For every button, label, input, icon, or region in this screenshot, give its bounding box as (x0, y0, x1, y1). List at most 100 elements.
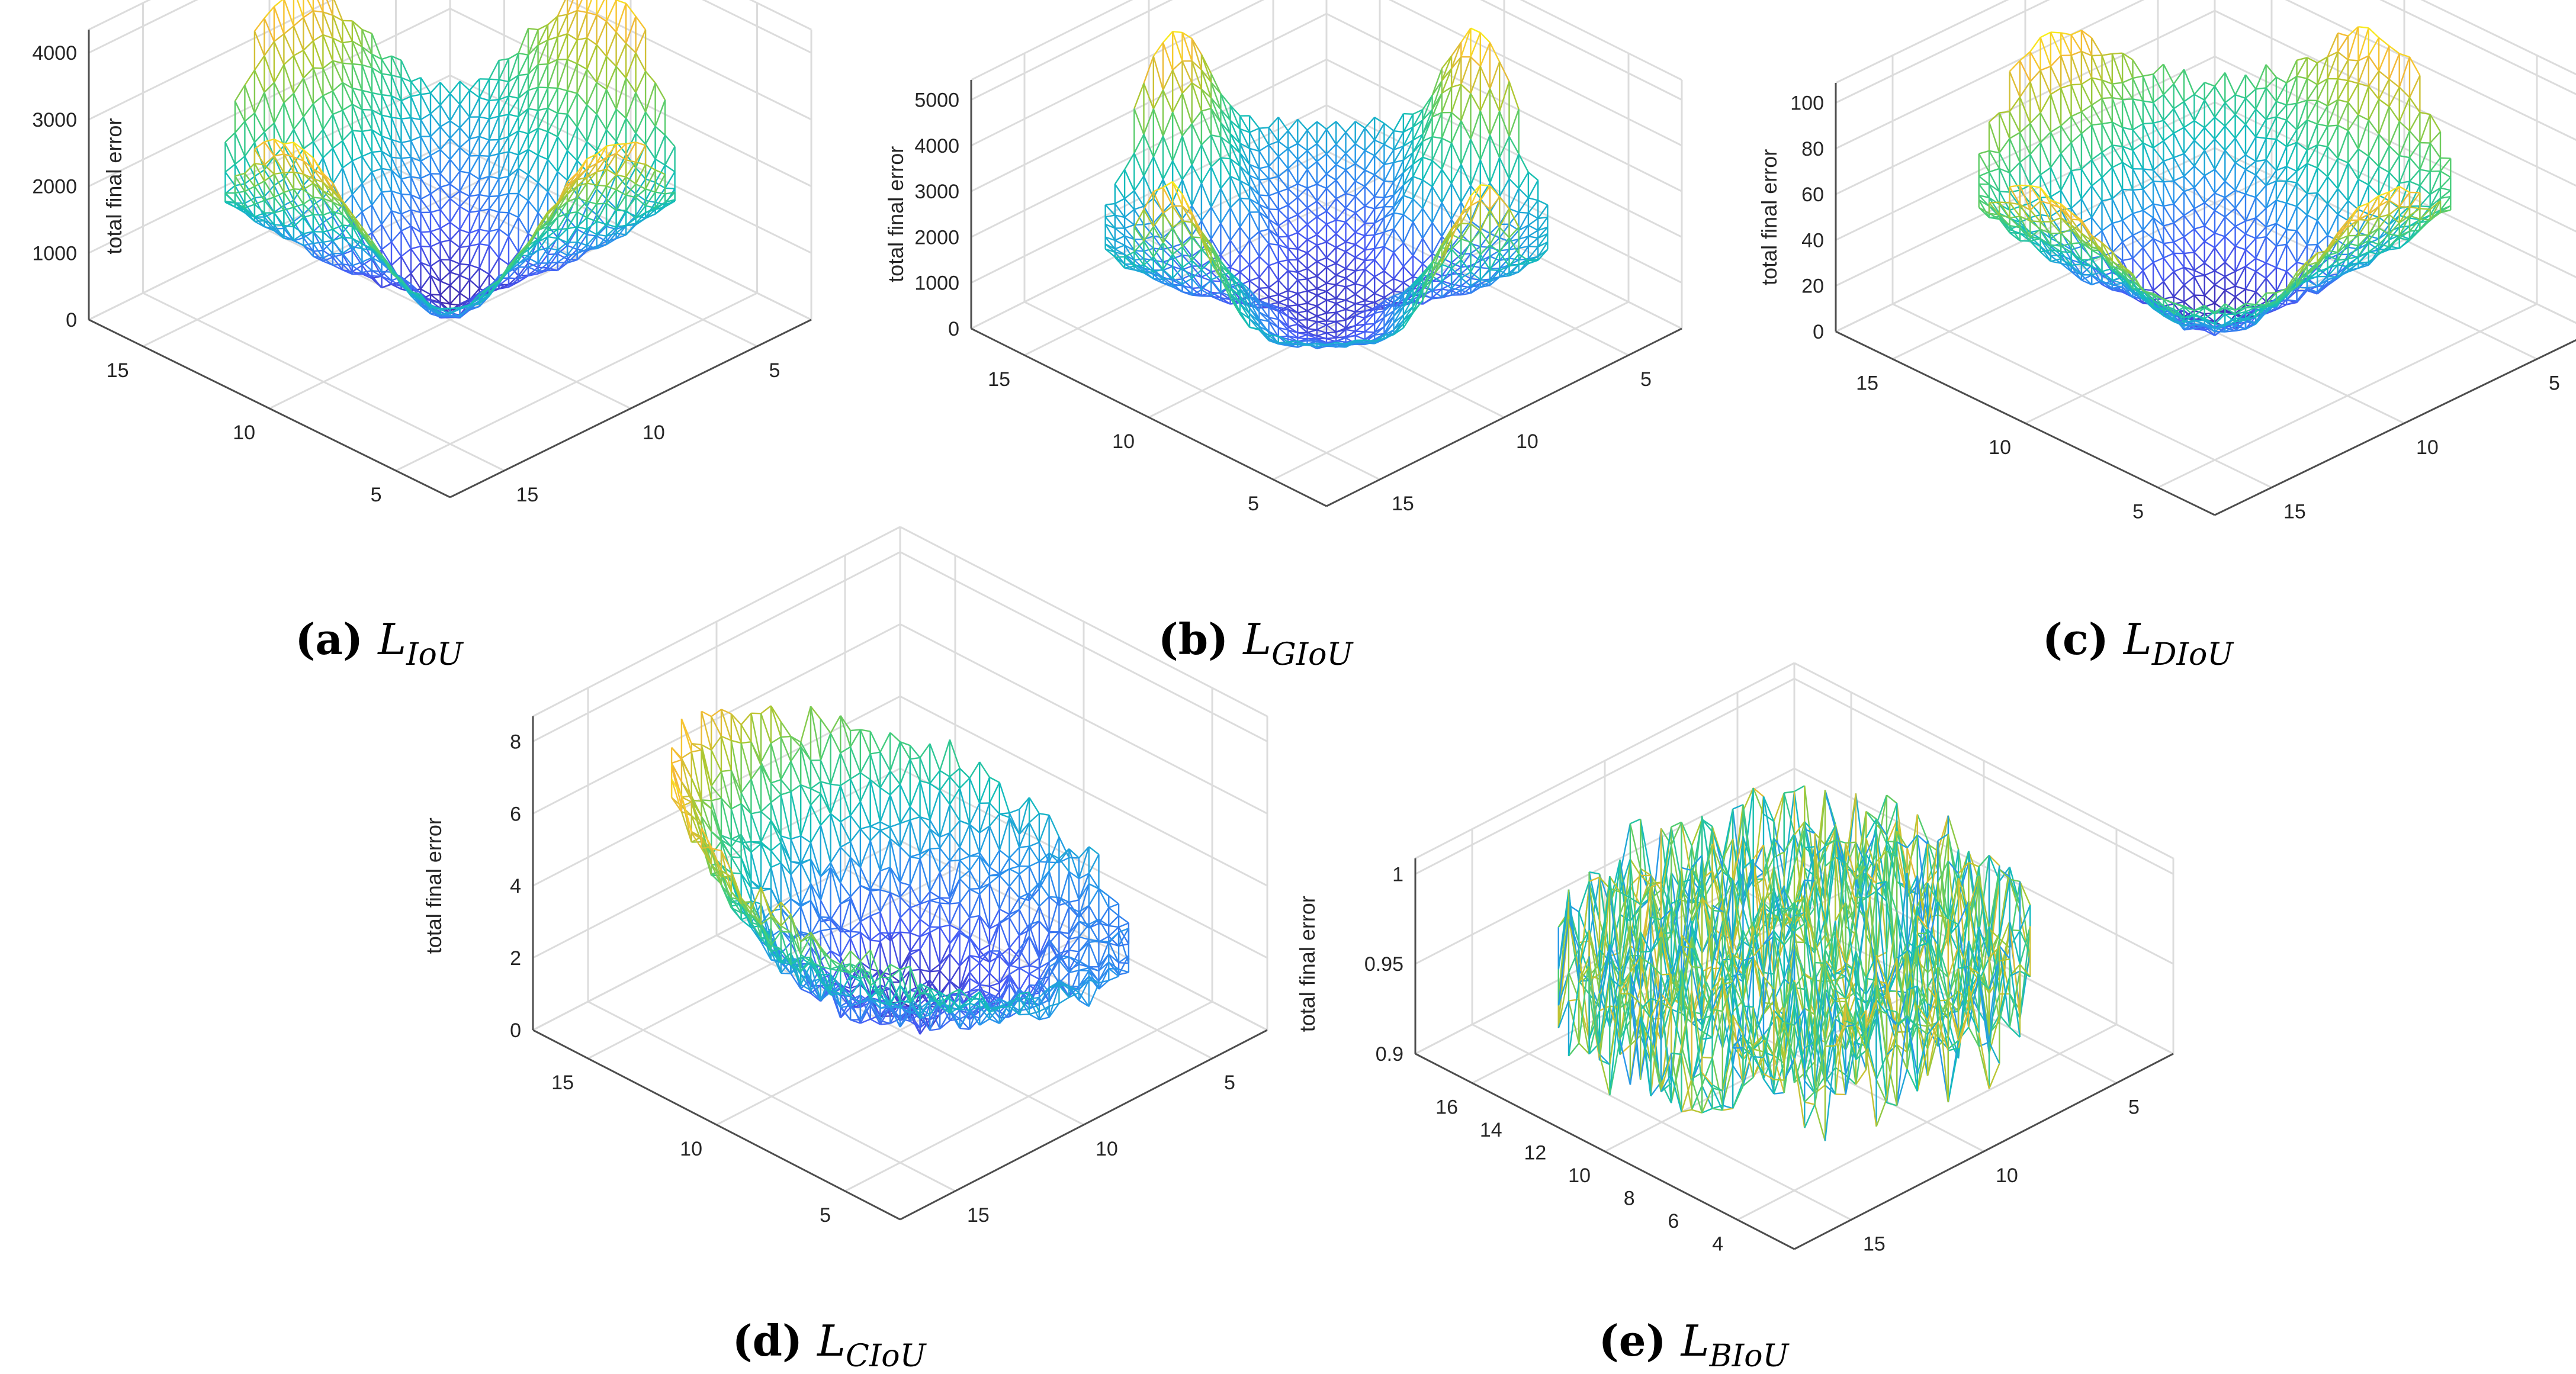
mesh-edge (537, 211, 549, 229)
mesh-edge (459, 279, 470, 294)
mesh-edge (283, 192, 294, 208)
mesh-edge (499, 58, 509, 62)
mesh-edge (322, 242, 333, 255)
mesh-edge (528, 86, 538, 91)
mesh-edge (253, 176, 265, 197)
mesh-edge (488, 178, 500, 197)
mesh-edge (322, 197, 333, 203)
mesh-edge (460, 245, 470, 249)
mesh-edge (410, 194, 422, 213)
mesh-edge (326, 0, 334, 16)
mesh-edge (322, 147, 333, 159)
mesh-edge (283, 225, 294, 241)
mesh-edge (440, 280, 451, 287)
mesh-edge (488, 139, 500, 157)
z-tick-label: 1000 (32, 242, 77, 265)
mesh-edge (478, 231, 490, 244)
mesh-edge (371, 150, 382, 153)
mesh-edge (293, 233, 304, 241)
mesh-edge (596, 114, 608, 130)
mesh-edge (391, 74, 402, 79)
mesh-edge (410, 210, 422, 233)
mesh-edge (460, 263, 470, 266)
mesh-edge (322, 240, 333, 251)
mesh-edge (469, 136, 480, 140)
mesh-edge (361, 261, 372, 272)
mesh-edge (390, 191, 402, 214)
mesh-edge (449, 275, 461, 286)
mesh-edge (332, 114, 343, 141)
mesh-edge (606, 174, 617, 187)
mesh-edge (303, 141, 314, 150)
mesh-edge (312, 182, 324, 199)
mesh-edge (547, 136, 558, 160)
mesh-edge (615, 194, 627, 211)
mesh-edge (537, 87, 549, 111)
mesh-edge (635, 70, 647, 93)
mesh-edge (440, 308, 451, 314)
mesh-edge (332, 15, 343, 43)
mesh-edge (352, 272, 362, 275)
mesh-edge (577, 197, 587, 202)
mesh-edge (361, 204, 372, 213)
mesh-edge (322, 129, 333, 149)
mesh-edge (390, 95, 402, 120)
mesh-edge (391, 139, 402, 144)
mesh-edge (371, 257, 383, 264)
mesh-edge (547, 59, 558, 88)
mesh-edge (420, 94, 432, 114)
mesh-edge (449, 127, 461, 139)
mesh-edge (274, 33, 285, 43)
mesh-edge (508, 168, 519, 177)
mesh-edge (499, 211, 509, 214)
mesh-edge (351, 246, 363, 263)
mesh-edge (293, 156, 304, 175)
mesh-edge (322, 250, 333, 258)
mesh-edge (303, 40, 314, 51)
mesh-edge (420, 294, 431, 308)
mesh-edge (527, 182, 539, 201)
mesh-edge (1191, 294, 1202, 297)
mesh-edge (508, 151, 519, 156)
mesh-edge (528, 127, 539, 134)
mesh-edge (449, 191, 461, 199)
mesh-edge (342, 250, 353, 255)
mesh-edge (537, 159, 549, 183)
mesh-edge (498, 236, 510, 258)
mesh-edge (420, 231, 431, 233)
mesh-edge (596, 235, 607, 242)
mesh-edge (254, 220, 265, 228)
mesh-edge (371, 53, 383, 75)
mesh-edge (371, 258, 383, 276)
mesh-edge (351, 41, 363, 66)
mesh-edge (342, 130, 353, 141)
mesh-edge (596, 157, 608, 172)
mesh-edge (547, 112, 558, 133)
mesh-edge (557, 213, 568, 230)
mesh-edge (371, 191, 383, 206)
mesh-edge (615, 43, 627, 67)
mesh-edge (449, 229, 461, 241)
mesh-edge (224, 163, 236, 173)
y-tick-label: 10 (233, 421, 255, 444)
mesh-edge (488, 79, 500, 101)
mesh-edge (576, 211, 587, 218)
mesh-edge (234, 175, 246, 192)
mesh-edge (645, 169, 656, 189)
mesh-edge (322, 114, 333, 130)
mesh-edge (371, 67, 383, 75)
mesh-edge (655, 191, 666, 195)
mesh-edge (479, 175, 490, 180)
mesh-edge (332, 240, 343, 254)
mesh-edge (654, 188, 666, 203)
mesh-edge (381, 115, 393, 140)
mesh-edge (499, 151, 509, 155)
mesh-edge (381, 255, 393, 273)
mesh-edge (596, 146, 608, 164)
mesh-edge (449, 263, 461, 273)
mesh-edge (351, 160, 363, 184)
mesh-edge (654, 82, 666, 101)
mesh-edge (381, 135, 392, 140)
mesh-edge (615, 225, 627, 239)
mesh-edge (371, 270, 382, 272)
